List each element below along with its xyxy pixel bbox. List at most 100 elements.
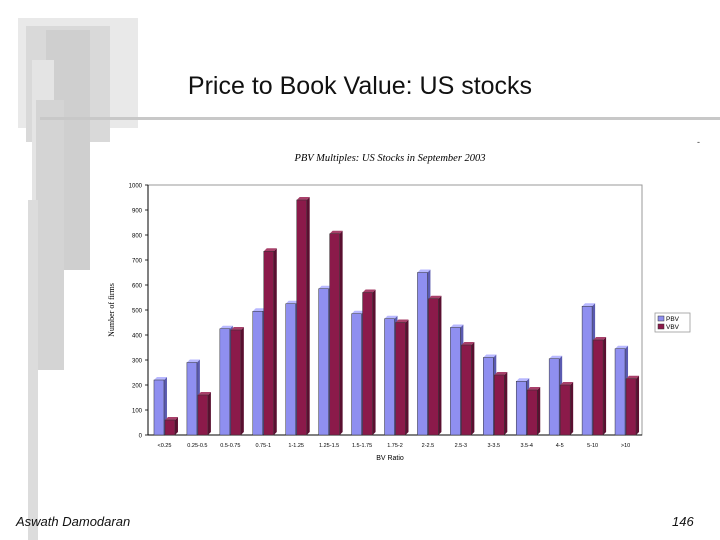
slide-decoration-bar (28, 200, 38, 540)
bar-top (329, 230, 343, 234)
bar-side (405, 319, 409, 435)
x-tick-label: 0.5-0.75 (220, 443, 240, 449)
bar-pbv-6 (351, 313, 362, 436)
bar-side (603, 337, 607, 435)
bar-side (273, 248, 277, 435)
y-tick-label: 100 (132, 409, 143, 415)
y-tick-label: 300 (132, 359, 143, 365)
bar-side (471, 342, 475, 435)
x-tick-label: >10 (621, 443, 630, 449)
x-tick-label: 1.5-1.75 (352, 443, 372, 449)
bar-side (438, 295, 442, 435)
bar-top (560, 382, 574, 385)
bar-pbv-12 (548, 358, 560, 436)
bar-top (593, 337, 607, 340)
bar-top (384, 315, 398, 319)
bar-pbv-8 (417, 272, 428, 436)
bar-top (164, 417, 178, 420)
slide-decoration-bar (36, 100, 64, 370)
bar-top (263, 248, 277, 252)
bar-side (537, 387, 541, 435)
bar-top (615, 345, 629, 349)
bar-pbv-3 (252, 311, 264, 436)
bar-top (318, 285, 332, 289)
bar-top (296, 197, 310, 200)
bar-top (582, 303, 596, 307)
bar-vbv-1 (197, 394, 209, 436)
bar-pbv-0 (153, 379, 165, 436)
bar-top (516, 378, 530, 382)
bar-side (240, 327, 244, 435)
slide-title: Price to Book Value: US stocks (187, 72, 533, 100)
bar-vbv-12 (559, 384, 571, 436)
legend: PBV VBV (654, 312, 691, 333)
bar-top (428, 295, 442, 299)
bar-top (351, 310, 365, 314)
bar-top (549, 355, 563, 359)
x-tick-label: 1-1.25 (288, 443, 304, 449)
bar-top (483, 354, 497, 358)
bar-vbv-0 (164, 419, 176, 436)
bar-side (339, 230, 343, 435)
bar-vbv-13 (592, 339, 604, 436)
bar-vbv-9 (461, 344, 472, 436)
bar-top (395, 319, 409, 323)
bar-top (450, 324, 464, 328)
bars-group (153, 197, 640, 436)
bar-side (570, 382, 574, 435)
bar-pbv-1 (186, 362, 198, 436)
bar-top (626, 375, 640, 379)
bar-side (504, 372, 508, 435)
bar-top (417, 269, 431, 273)
bar-vbv-4 (296, 199, 307, 436)
bar-pbv-11 (515, 381, 527, 436)
y-tick-label: 1000 (129, 184, 143, 190)
bar-vbv-2 (230, 329, 242, 436)
bar-pbv-5 (318, 288, 329, 436)
bar-vbv-7 (395, 322, 406, 436)
x-tick-label: 2-2.5 (422, 443, 435, 449)
x-tick-label: 3.5-4 (520, 443, 533, 449)
legend-swatch-vbv (657, 323, 665, 330)
bar-vbv-3 (263, 251, 275, 436)
bar-side (306, 197, 310, 435)
bar-top (285, 300, 299, 304)
bar-side (636, 375, 640, 435)
y-tick-label: 600 (132, 284, 143, 290)
bar-side (372, 289, 376, 435)
y-tick-label: 900 (132, 209, 143, 215)
footer-author: Aswath Damodaran (16, 514, 131, 529)
bar-pbv-7 (384, 318, 395, 436)
bar-vbv-10 (494, 374, 505, 436)
y-tick-label: 500 (132, 309, 143, 315)
x-tick-label: 0.75-1 (255, 443, 271, 449)
x-tick-label: 5-10 (587, 443, 598, 449)
chart-title: PBV Multiples: US Stocks in September 20… (294, 153, 486, 164)
bar-top (252, 308, 266, 312)
bar-side (207, 392, 211, 435)
x-tick-label: 1.75-2 (387, 443, 403, 449)
bar-top (494, 372, 508, 375)
bar-vbv-11 (526, 389, 538, 436)
y-axis-label: Number of firms (107, 283, 116, 337)
page-number: 146 (672, 514, 694, 529)
legend-label-pbv: PBV (666, 316, 680, 323)
bar-vbv-5 (329, 233, 340, 436)
bar-vbv-8 (428, 298, 439, 436)
x-tick-label: 1.25-1.5 (319, 443, 339, 449)
x-axis-tick-labels: <0.25 0.25-0.5 0.5-0.75 0.75-1 1-1.25 1.25-1.… (158, 443, 631, 449)
bar-pbv-14 (614, 348, 626, 436)
x-axis-label: BV Ratio (376, 455, 404, 462)
bar-pbv-9 (450, 327, 461, 436)
x-tick-label: 4-5 (556, 443, 564, 449)
x-tick-label: 3-3.5 (488, 443, 501, 449)
bar-top (461, 342, 475, 345)
bar-top (219, 325, 233, 329)
y-axis-ticks: 0 100 200 300 400 500 600 700 800 900 1000 (129, 184, 148, 440)
corner-mark: - (697, 137, 700, 147)
bar-vbv-6 (362, 292, 373, 436)
y-tick-label: 400 (132, 334, 143, 340)
bar-top (527, 387, 541, 390)
y-tick-label: 200 (132, 384, 143, 390)
